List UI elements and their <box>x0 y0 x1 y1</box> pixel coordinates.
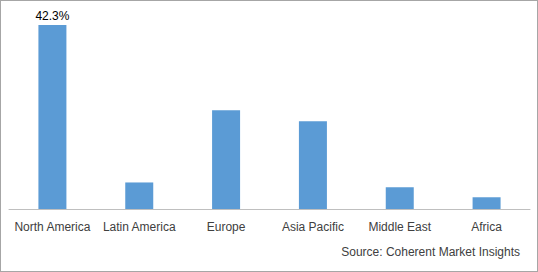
svg-text:Latin America: Latin America <box>103 220 176 234</box>
svg-text:Europe: Europe <box>207 220 246 234</box>
svg-text:Africa: Africa <box>471 220 502 234</box>
svg-text:Middle East: Middle East <box>368 220 431 234</box>
svg-text:Asia Pacific: Asia Pacific <box>282 220 344 234</box>
svg-text:North America: North America <box>14 220 90 234</box>
svg-text:42.3%: 42.3% <box>35 9 69 23</box>
svg-text:Source: Coherent Market Insigh: Source: Coherent Market Insights <box>341 245 520 259</box>
